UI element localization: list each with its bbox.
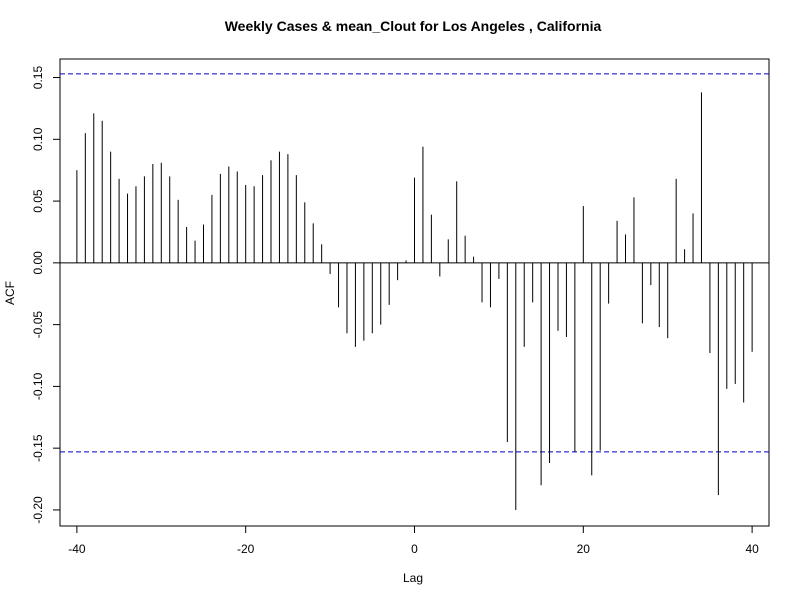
chart-title: Weekly Cases & mean_Clout for Los Angele…	[225, 18, 602, 34]
y-tick-label: -0.15	[31, 434, 45, 462]
y-axis-label: ACF	[3, 281, 17, 305]
x-tick-label: 20	[577, 542, 591, 556]
y-tick-label: 0.10	[31, 127, 45, 151]
y-tick-label: 0.00	[31, 251, 45, 275]
x-tick-label: -20	[237, 542, 255, 556]
x-tick-label: 0	[411, 542, 418, 556]
y-tick-label: -0.10	[31, 372, 45, 400]
y-tick-label: -0.20	[31, 496, 45, 524]
x-tick-label: -40	[68, 542, 86, 556]
x-tick-label: 40	[745, 542, 759, 556]
y-axis: -0.20 -0.15 -0.10 -0.05 0.00 0.05 0.10 0.15	[31, 66, 61, 524]
y-tick-label: -0.05	[31, 311, 45, 339]
x-axis: -40 -20 0 20 40	[68, 525, 759, 556]
y-tick-label: 0.05	[31, 189, 45, 213]
acf-bars	[76, 92, 753, 510]
y-tick-label: 0.15	[31, 66, 45, 90]
plot-frame	[59, 58, 770, 527]
x-axis-label: Lag	[403, 571, 423, 585]
